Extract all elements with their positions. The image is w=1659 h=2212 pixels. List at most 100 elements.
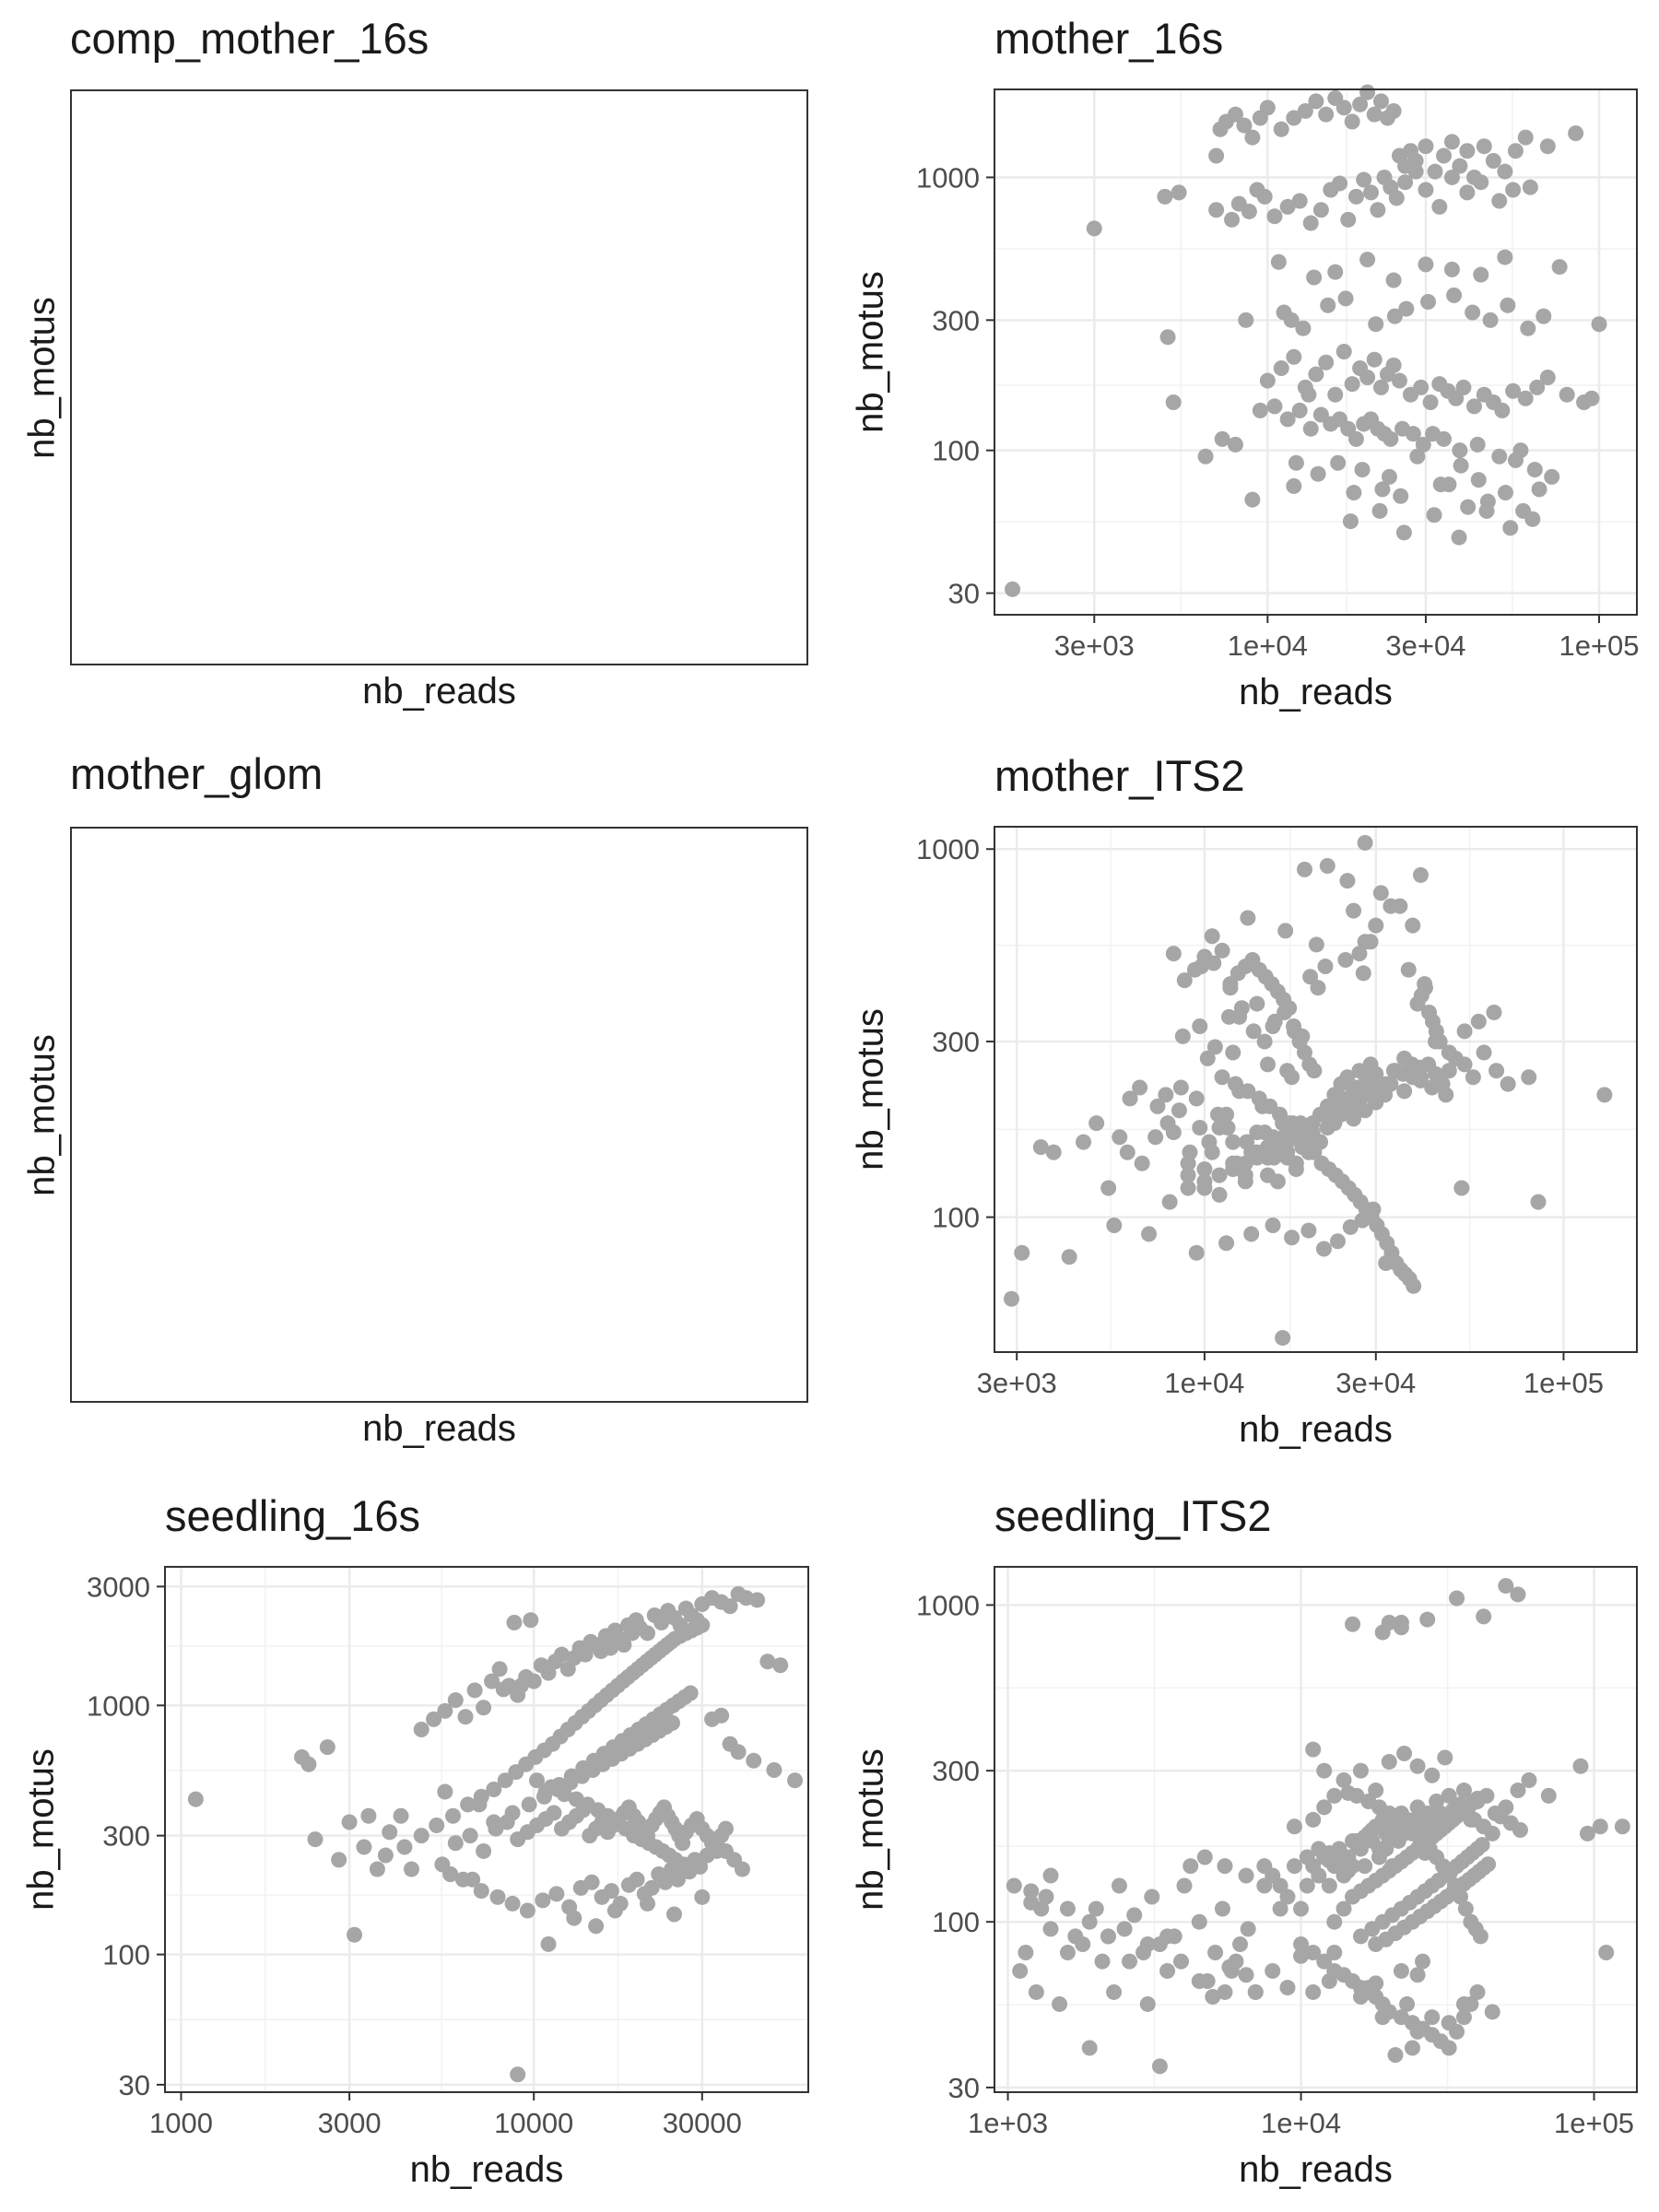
scatter-point — [1441, 1787, 1457, 1804]
scatter-point — [1180, 1167, 1196, 1183]
scatter-point — [1157, 188, 1173, 205]
x-axis-label: nb_reads — [1239, 1409, 1393, 1450]
scatter-point — [713, 1707, 730, 1724]
scatter-point — [497, 1772, 513, 1789]
scatter-point — [369, 1861, 385, 1877]
scatter-point — [1320, 297, 1336, 313]
scatter-point — [341, 1814, 358, 1830]
scatter-point — [1385, 357, 1402, 373]
scatter-point — [1472, 1928, 1488, 1945]
scatter-point — [523, 1612, 539, 1629]
x-axis-label: nb_reads — [1239, 672, 1393, 712]
scatter-point — [1374, 481, 1391, 498]
scatter-point — [1497, 485, 1513, 501]
scatter-point — [519, 1902, 535, 1919]
y-tick-label: 1000 — [916, 833, 980, 865]
scatter-point — [1293, 1900, 1310, 1917]
x-tick-label: 10000 — [494, 2107, 573, 2139]
scatter-point — [521, 1796, 537, 1813]
scatter-point — [1424, 1767, 1441, 1783]
scatter-point — [1308, 936, 1324, 953]
scatter-point — [1321, 1973, 1337, 1990]
scatter-point — [1240, 1921, 1256, 1937]
scatter-point — [506, 1614, 523, 1630]
scatter-point — [1326, 1945, 1343, 1961]
scatter-point — [1191, 1973, 1207, 1990]
scatter-point — [1400, 961, 1417, 978]
scatter-point — [1317, 959, 1334, 975]
scatter-point — [1406, 1277, 1422, 1294]
scatter-point — [426, 1711, 442, 1727]
scatter-point — [1427, 163, 1443, 180]
scatter-point — [347, 1926, 363, 1943]
scatter-point — [1275, 1330, 1291, 1347]
y-axis-label: nb_motus — [850, 1748, 891, 1911]
scatter-point — [1480, 1856, 1497, 1873]
scatter-point — [540, 1936, 557, 1952]
scatter-point — [1297, 861, 1313, 877]
scatter-point — [694, 1888, 711, 1905]
scatter-point — [577, 1646, 594, 1663]
scatter-point — [1266, 208, 1283, 225]
plot-border — [994, 1566, 1638, 2093]
scatter-point — [1426, 507, 1442, 524]
scatter-point — [1374, 2009, 1391, 2026]
scatter-point — [528, 1772, 545, 1789]
scatter-point — [429, 1817, 445, 1833]
x-tick-label: 1e+05 — [1554, 2107, 1634, 2139]
scatter-point — [1368, 1975, 1384, 1992]
scatter-point — [1469, 1790, 1486, 1806]
scatter-point — [1119, 1144, 1135, 1160]
scatter-point — [1344, 113, 1360, 130]
scatter-point — [1530, 1194, 1547, 1210]
panel-title: comp_mother_16s — [70, 14, 429, 63]
scatter-point — [1032, 1139, 1049, 1156]
scatter-point — [1431, 1033, 1448, 1050]
scatter-point — [1059, 1945, 1076, 1961]
scatter-point — [1112, 1129, 1128, 1146]
scatter-point — [1539, 370, 1556, 386]
scatter-point — [1240, 1083, 1256, 1100]
scatter-point — [1188, 1090, 1205, 1107]
scatter-point — [1355, 965, 1371, 982]
scatter-point — [1214, 1900, 1230, 1917]
scatter-point — [1424, 2009, 1441, 2026]
scatter-point — [1199, 1050, 1216, 1066]
scatter-point — [1339, 873, 1356, 889]
x-tick-label: 3e+03 — [977, 1367, 1057, 1399]
scatter-point — [1241, 203, 1257, 219]
y-tick-label: 1000 — [916, 161, 980, 194]
scatter-point — [1106, 1983, 1123, 2000]
scatter-point — [1359, 84, 1376, 100]
scatter-point — [1502, 520, 1519, 536]
scatter-point — [1378, 1841, 1394, 1857]
scatter-point — [1308, 366, 1324, 382]
scatter-point — [1469, 436, 1486, 453]
scatter-point — [445, 1807, 462, 1824]
scatter-point — [1293, 1936, 1310, 1952]
scatter-point — [1572, 1758, 1589, 1774]
scatter-point — [1319, 1106, 1335, 1123]
y-tick-label: 30 — [119, 2069, 150, 2101]
scatter-point — [1281, 1000, 1298, 1017]
scatter-point — [1188, 1244, 1205, 1261]
scatter-point — [331, 1852, 347, 1868]
scatter-point — [1100, 1180, 1117, 1196]
scatter-point — [1330, 454, 1347, 471]
scatter-point — [1081, 2040, 1098, 2056]
scatter-point — [1284, 1069, 1300, 1086]
scatter-point — [1100, 1928, 1116, 1945]
scatter-point — [1441, 1044, 1457, 1061]
scatter-point — [1337, 290, 1354, 307]
scatter-point — [1192, 1120, 1208, 1136]
scatter-point — [1321, 1853, 1337, 1869]
scatter-point — [1295, 320, 1312, 336]
scatter-point — [1205, 1989, 1221, 2006]
scatter-point — [1470, 472, 1487, 488]
scatter-point — [1252, 402, 1268, 418]
x-axis-label: nb_reads — [1239, 2149, 1393, 2190]
scatter-point — [1288, 1161, 1304, 1178]
scatter-point — [1342, 1218, 1359, 1235]
scatter-point — [1312, 202, 1329, 218]
scatter-point — [1327, 386, 1344, 403]
